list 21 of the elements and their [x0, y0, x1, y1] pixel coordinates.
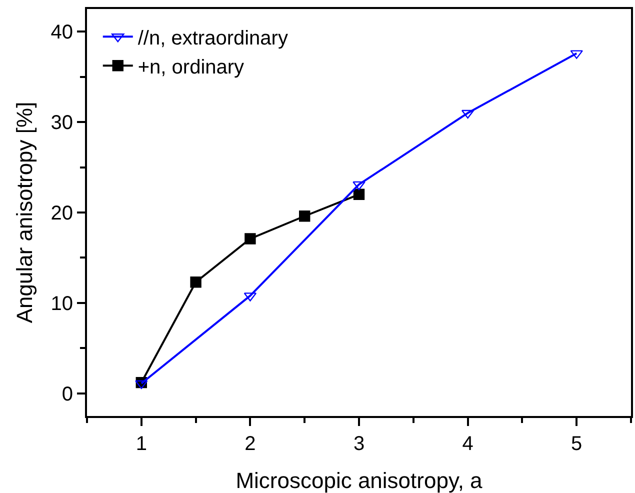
x-tick-label: 2: [244, 433, 256, 455]
point: [353, 188, 365, 200]
y-tick-label: 20: [50, 202, 73, 224]
point: [135, 380, 148, 390]
y-tick-label: 30: [50, 112, 73, 134]
point: [244, 233, 256, 244]
point: [299, 210, 310, 222]
y-tick-label: 10: [50, 292, 73, 315]
x-tick-label: 5: [571, 433, 582, 455]
x-tick-label: 1: [136, 433, 147, 455]
legend-label: //n, extraordinary: [138, 27, 288, 50]
x-tick-label: 4: [462, 433, 474, 455]
y-tick-label: 40: [50, 22, 73, 44]
x-axis-title: Microscopic anisotropy, a: [236, 468, 484, 493]
point: [352, 181, 366, 190]
x-tick-label: 3: [353, 433, 365, 455]
y-axis-title: Angular anisotropy [%]: [12, 102, 38, 324]
legend-label: +n, ordinary: [138, 56, 244, 78]
point: [190, 276, 202, 288]
point: [461, 110, 474, 119]
y-tick-label: 0: [62, 383, 73, 406]
